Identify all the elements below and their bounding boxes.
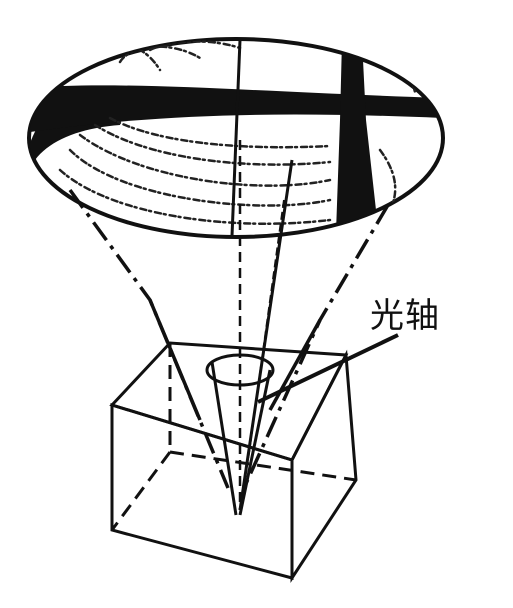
cone-solid-right [268, 319, 322, 411]
dark-isogyre-horizontal [29, 85, 443, 132]
optic-axis-label: 光轴 [370, 296, 440, 336]
dark-isogyre-vertical [336, 40, 378, 232]
optic-axis-leader-line [257, 333, 399, 404]
optic-axis-line-2 [247, 199, 285, 461]
light-cone [68, 140, 390, 516]
crystal-cube [109, 341, 358, 584]
interference-figure-disc [27, 37, 445, 239]
cube-hidden-edges [110, 343, 357, 531]
cone-solid-left [148, 299, 202, 421]
cube-top-face [109, 341, 349, 462]
inner-cone-right [238, 369, 272, 516]
cube-right-face [290, 349, 358, 584]
